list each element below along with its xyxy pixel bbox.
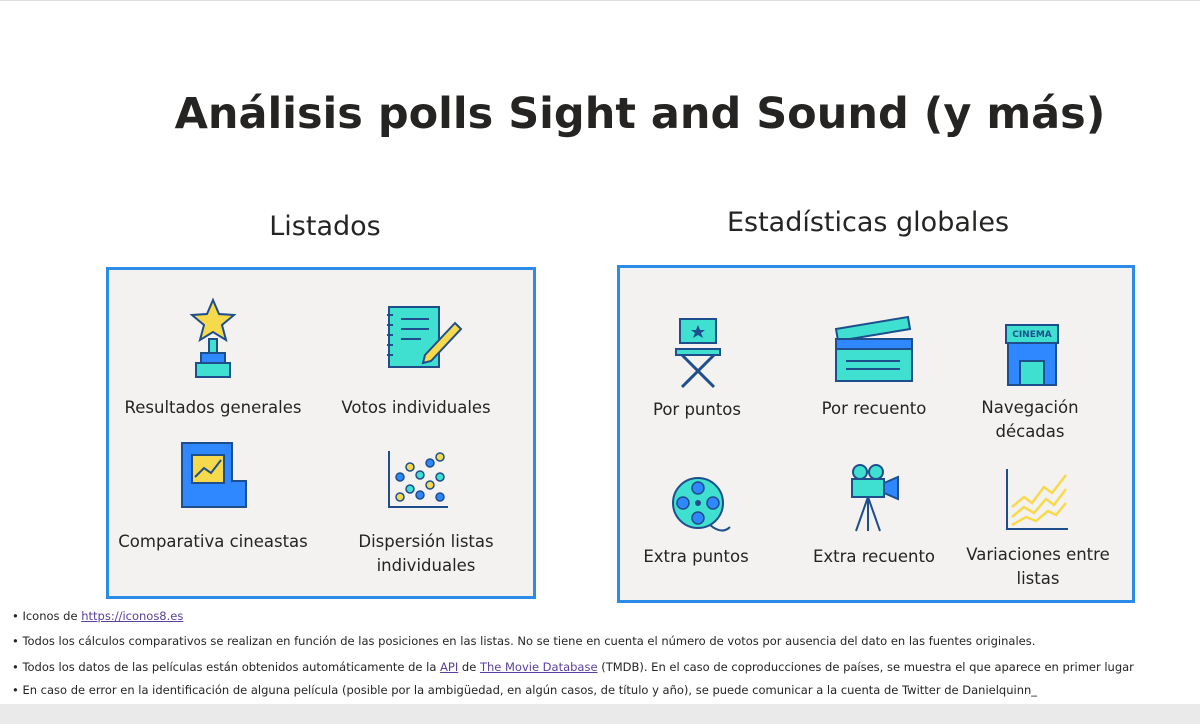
svg-text:CINEMA: CINEMA (1012, 330, 1052, 340)
nav-label[interactable]: Por puntos (652, 400, 742, 419)
note: Todos los datos de las películas están o… (12, 660, 1134, 674)
page-title: Análisis polls Sight and Sound (y más) (174, 89, 1106, 139)
nav-label[interactable]: Variaciones entre listas (966, 545, 1110, 588)
bottom-bar (0, 704, 1200, 724)
scatter-icon (388, 451, 448, 508)
clapperboard-icon (834, 315, 913, 382)
nav-label[interactable]: Comparativa cineastas (118, 532, 308, 551)
note-text: Todos los datos de las películas están o… (22, 660, 441, 674)
link[interactable]: The Movie Database (479, 660, 598, 674)
line-chart-icon (1006, 469, 1068, 530)
link[interactable]: API (440, 660, 459, 674)
link[interactable]: https://iconos8.es (81, 609, 184, 623)
director-chair-icon (675, 318, 721, 389)
note: Iconos de https://iconos8.es (12, 609, 183, 623)
note-text: Iconos de (22, 609, 82, 623)
nav-label[interactable]: Dispersión listas individuales (358, 532, 494, 575)
notebook-icon (387, 306, 463, 368)
nav-label[interactable]: Resultados generales (124, 398, 302, 417)
trophy-icon (189, 297, 237, 378)
nav-label[interactable]: Navegación décadas (981, 398, 1079, 441)
film-reel-icon (672, 477, 731, 532)
nav-label[interactable]: Extra recuento (812, 547, 936, 566)
note-text: (TMDB). En el caso de coproducciones de … (597, 660, 1134, 674)
nav-label[interactable]: Por recuento (821, 399, 927, 418)
note-text: de (458, 660, 480, 674)
camera-icon (851, 464, 899, 532)
report-icon (181, 442, 247, 508)
note: En caso de error en la identificación de… (12, 683, 1037, 697)
cinema-icon: CINEMA (1005, 324, 1059, 386)
note-text: Todos los cálculos comparativos se reali… (22, 634, 1036, 648)
nav-label[interactable]: Votos individuales (341, 398, 491, 417)
note: Todos los cálculos comparativos se reali… (12, 634, 1035, 648)
section-title: Listados (269, 211, 381, 242)
section-title: Estadísticas globales (726, 207, 1010, 238)
note-text: En caso de error en la identificación de… (22, 683, 1038, 697)
nav-label[interactable]: Extra puntos (643, 547, 749, 566)
listados-panel (106, 267, 536, 599)
